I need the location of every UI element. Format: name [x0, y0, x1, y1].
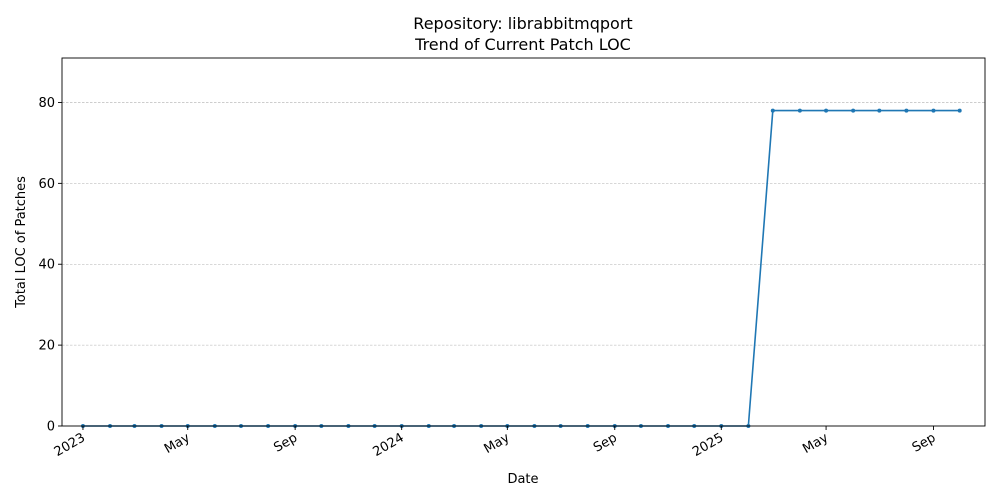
- data-point: [877, 108, 882, 113]
- x-tick-label: May: [482, 430, 513, 457]
- chart-title-line1: Repository: librabbitmqport: [413, 14, 632, 33]
- y-tick-label: 0: [47, 420, 55, 435]
- y-tick-label: 60: [38, 177, 55, 192]
- x-tick-label: Sep: [591, 430, 620, 455]
- x-tick-label: May: [800, 430, 831, 457]
- x-tick-label: 2025: [690, 430, 726, 460]
- series-layer: [80, 108, 962, 428]
- x-tick-label: 2023: [52, 430, 88, 460]
- y-gridlines: [62, 102, 985, 346]
- data-point: [797, 108, 802, 113]
- x-tick-label: Sep: [271, 430, 300, 455]
- plot-frame: [61, 57, 986, 427]
- y-axis-label: Total LOC of Patches: [14, 176, 29, 309]
- x-tick-label: 2024: [371, 430, 407, 460]
- y-tick-label: 20: [38, 339, 55, 354]
- y-tick-label: 40: [38, 258, 55, 273]
- data-point: [824, 108, 829, 113]
- x-axis-label: Date: [507, 472, 538, 487]
- data-point: [904, 108, 909, 113]
- x-tick-label: May: [162, 430, 193, 457]
- chart-title-line2: Trend of Current Patch LOC: [414, 35, 631, 54]
- series-line: [82, 109, 960, 427]
- data-point: [770, 108, 775, 113]
- axes: 0 20 40 60 80 2023 May Sep 2024 May Sep 2025 May Sep: [38, 57, 986, 460]
- x-tick-label: Sep: [910, 430, 939, 455]
- data-point: [931, 108, 936, 113]
- data-point: [957, 108, 962, 113]
- data-point: [851, 108, 856, 113]
- y-tick-label: 80: [38, 96, 55, 111]
